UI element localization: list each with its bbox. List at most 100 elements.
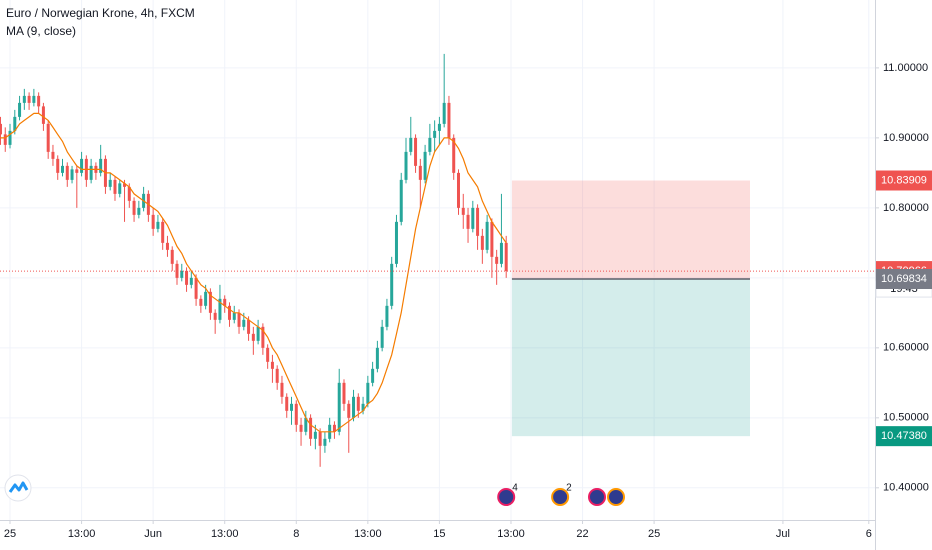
candle-body <box>299 424 303 432</box>
candle-body <box>270 361 274 369</box>
candle-body <box>170 249 174 264</box>
candle-body <box>266 347 270 362</box>
event-icon[interactable] <box>588 488 606 506</box>
candle-body <box>504 242 508 272</box>
candle-body <box>290 403 294 411</box>
candle-body <box>414 137 418 166</box>
x-tick-label: 25 <box>4 528 16 540</box>
x-tick-label: 13:00 <box>354 528 382 540</box>
candle-body <box>352 396 356 418</box>
stop-label-box <box>876 170 932 191</box>
extra-events[interactable] <box>588 488 625 506</box>
candle-body <box>61 165 64 173</box>
candle-body <box>499 242 503 264</box>
candle-body <box>208 291 212 313</box>
candle-body <box>452 137 456 173</box>
candle-body <box>447 102 451 138</box>
x-tick-label: 13:00 <box>497 528 525 540</box>
candle-body <box>51 151 55 159</box>
candle-body <box>318 431 322 446</box>
candle-body <box>151 214 155 229</box>
y-tick-label: 10.80000 <box>883 202 929 214</box>
candle-body <box>70 169 74 180</box>
entry-label: 10.69834 <box>881 273 927 285</box>
candle-body <box>366 382 370 404</box>
candle-body <box>409 137 413 152</box>
candle-body <box>461 207 465 215</box>
candle-body <box>218 298 222 320</box>
candle-body <box>237 312 241 327</box>
candle-body <box>466 214 470 229</box>
candle-body <box>371 368 375 383</box>
candle-body <box>56 158 60 173</box>
candle-body <box>37 95 41 107</box>
logo-icon[interactable] <box>8 481 29 493</box>
candle-body <box>285 396 289 411</box>
candle-body <box>256 326 260 341</box>
candle-body <box>232 312 236 320</box>
stop-label: 10.83909 <box>881 174 927 186</box>
event-count[interactable]: 2 <box>566 483 572 494</box>
ma-line <box>0 112 507 433</box>
candle-body <box>108 179 112 187</box>
candle-body <box>65 165 69 180</box>
candle-body <box>399 179 403 222</box>
candle-body <box>433 130 437 138</box>
x-tick-label: 15 <box>433 528 445 540</box>
candle-body <box>390 263 394 306</box>
candle-body <box>22 95 26 103</box>
candle-body <box>490 221 494 257</box>
x-tick-label: Jul <box>776 528 790 540</box>
candle-body <box>113 179 117 194</box>
chart-title: Euro / Norwegian Krone, 4h, FXCM <box>6 6 195 20</box>
candle-body <box>194 277 198 299</box>
candle-body <box>280 382 284 397</box>
stop-zone <box>511 180 750 280</box>
event-icon[interactable] <box>551 488 570 506</box>
candle-body <box>165 242 169 250</box>
indicator-legend: MA (9, close) <box>6 24 76 38</box>
candle-body <box>189 277 193 285</box>
candle-body <box>199 298 203 306</box>
candle-body <box>356 396 360 411</box>
event-icon[interactable] <box>607 488 625 506</box>
x-tick-label: 13:00 <box>211 528 239 540</box>
candle-body <box>8 130 12 145</box>
candle-body <box>180 270 184 278</box>
y-tick-label: 10.90000 <box>883 132 929 144</box>
event-icon[interactable] <box>497 488 516 506</box>
candle-body <box>251 333 255 341</box>
candle-body <box>495 256 499 264</box>
candle-body <box>347 403 351 418</box>
candle-body <box>385 305 389 327</box>
candle-body <box>242 319 246 327</box>
candle-body <box>227 305 231 320</box>
candle-body <box>118 183 122 194</box>
candle-body <box>127 186 131 201</box>
candle-body <box>18 102 22 117</box>
event-count[interactable]: 4 <box>512 483 518 494</box>
candle-body <box>294 403 298 425</box>
candle-body <box>161 221 165 243</box>
logo[interactable] <box>4 474 32 502</box>
x-tick-label: 6 <box>866 528 872 540</box>
x-tick-label: Jun <box>144 528 162 540</box>
candle-body <box>304 417 308 432</box>
candle-body <box>204 291 208 306</box>
candle-body <box>428 137 432 152</box>
candle-body <box>132 200 136 215</box>
x-tick-label: 22 <box>576 528 588 540</box>
candle-body <box>0 123 2 135</box>
candle-body <box>471 207 475 229</box>
candle-body <box>394 221 398 264</box>
candle-body <box>480 235 484 250</box>
candle-body <box>275 368 279 383</box>
candle-body <box>337 382 341 432</box>
candle-body <box>437 123 441 131</box>
candle-body <box>332 424 336 432</box>
candle-body <box>32 95 36 103</box>
candle-body <box>89 165 93 180</box>
